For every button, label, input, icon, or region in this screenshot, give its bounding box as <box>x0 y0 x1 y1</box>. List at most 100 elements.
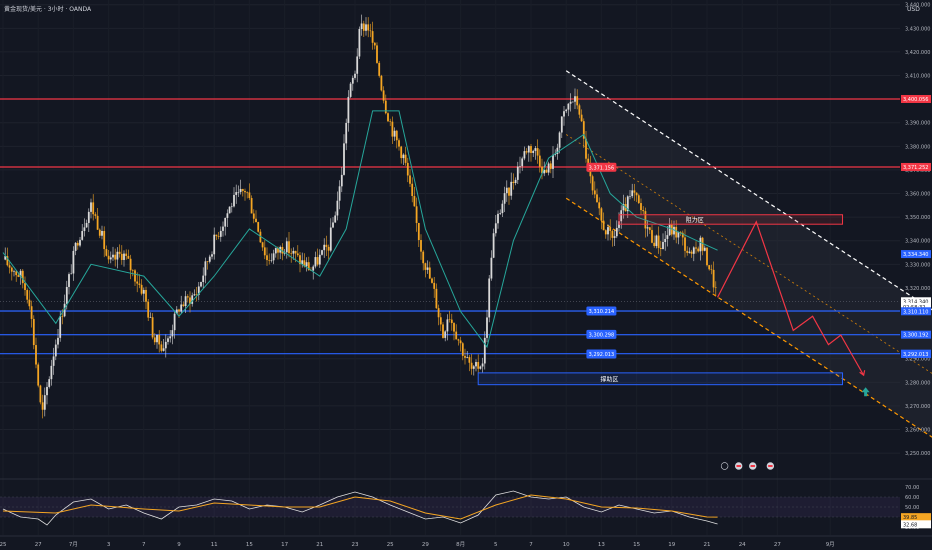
candle-body <box>28 299 31 307</box>
candle-body <box>63 303 66 317</box>
axis-badge-label: 3,314.340 <box>903 299 928 305</box>
candle-body <box>607 227 609 235</box>
horizontal-levels[interactable] <box>0 98 900 355</box>
candle-body <box>257 222 260 232</box>
forecast-path[interactable] <box>717 220 870 397</box>
rsi-value-label: 39.85 <box>903 515 917 521</box>
candle-body <box>68 274 70 287</box>
candle-body <box>307 262 310 271</box>
candle-body <box>637 195 640 204</box>
candle-body <box>169 336 172 339</box>
candle-body <box>373 42 376 46</box>
candle-body <box>230 206 233 208</box>
candle-body <box>107 255 110 260</box>
up-arrow-icon <box>861 387 870 397</box>
candle-body <box>329 227 332 251</box>
candle-body <box>15 271 18 276</box>
price-tag-label: 3,300.298 <box>589 333 614 339</box>
candle-body <box>703 247 706 251</box>
candle-body <box>657 235 660 248</box>
rsi-value-badge <box>901 513 931 522</box>
candle-body <box>593 190 596 195</box>
candle-body <box>219 230 222 237</box>
axis-badge-label: 3,334.340 <box>903 252 928 258</box>
candle-body <box>393 130 396 137</box>
candle-body <box>470 362 473 369</box>
candle-body <box>409 175 411 184</box>
candle-body <box>140 284 143 294</box>
candle-body <box>340 174 343 187</box>
event-flag-icon <box>736 465 741 467</box>
candle-body <box>120 253 123 260</box>
candle-body <box>50 365 53 380</box>
price-tag-box <box>586 306 617 316</box>
candle-body <box>391 121 394 137</box>
candle-body <box>272 253 275 261</box>
candle-body <box>646 227 649 229</box>
axis-badge-box <box>901 162 931 171</box>
candle-body <box>424 263 427 270</box>
price-tag-label: 3,292.013 <box>589 352 614 358</box>
rsi-value-label: 32.68 <box>903 522 917 528</box>
zone-box <box>618 214 844 225</box>
candle-body <box>248 192 251 199</box>
candle-body <box>338 186 341 201</box>
x-tick-label: 5 <box>494 542 498 548</box>
event-icons[interactable] <box>720 462 775 470</box>
candle-body <box>226 213 229 218</box>
candle-body <box>455 331 458 340</box>
axis-badge-label: 3,371.252 <box>903 165 928 171</box>
candle-body <box>191 295 194 304</box>
candle-body <box>17 275 20 277</box>
price-axis-panel[interactable] <box>900 0 932 550</box>
candle-body <box>508 187 510 196</box>
price-tag-box <box>586 329 617 339</box>
candle-body <box>360 23 363 30</box>
candle-body <box>514 179 517 184</box>
candle-body <box>268 260 271 261</box>
candle-body <box>662 241 664 249</box>
candle-body <box>233 194 235 207</box>
candle-body <box>516 166 519 180</box>
candle-body <box>464 355 466 358</box>
candle-body <box>708 265 711 270</box>
candle-body <box>501 203 504 214</box>
candle-body <box>288 241 290 254</box>
y-tick-label: 3,440.000 <box>905 3 930 9</box>
candle-body <box>565 109 568 112</box>
candle-body <box>336 200 339 216</box>
candle-body <box>281 246 284 254</box>
candle-body <box>215 234 218 237</box>
candle-body <box>486 317 488 338</box>
candle-body <box>598 202 601 209</box>
candle-body <box>349 83 352 97</box>
candle-body <box>411 183 414 197</box>
candle-body <box>604 230 607 235</box>
zone-label: 撑助区 <box>600 375 618 383</box>
candle-body <box>158 334 161 345</box>
axis-badge-label: 3,400.056 <box>903 97 928 103</box>
candle-body <box>138 283 141 285</box>
candle-body <box>129 258 132 271</box>
candle-body <box>83 227 86 232</box>
candle-body <box>690 251 693 254</box>
candle-body <box>261 242 264 248</box>
candle-body <box>640 203 642 211</box>
candle-body <box>173 313 176 331</box>
x-tick-label: 7 <box>142 542 146 548</box>
trend-channel[interactable] <box>565 70 932 463</box>
candle-body <box>688 251 691 253</box>
price-tag-label: 3,310.214 <box>589 309 614 315</box>
candle-body <box>600 208 603 221</box>
candle-body <box>461 343 464 356</box>
y-tick-label: 3,330.000 <box>905 262 930 268</box>
candle-body <box>204 261 207 276</box>
candle-body <box>235 192 238 195</box>
candle-body <box>162 348 165 351</box>
candle-body <box>519 166 521 167</box>
candle-body <box>664 238 667 242</box>
candle-body <box>503 193 506 204</box>
candle-body <box>182 304 185 307</box>
